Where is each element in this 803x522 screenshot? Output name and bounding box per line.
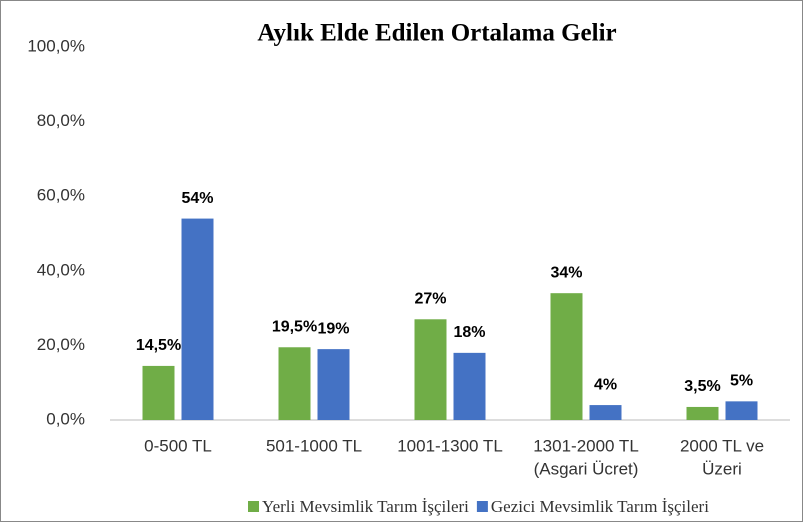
y-tick-label: 100,0%: [27, 36, 85, 55]
y-tick-label: 40,0%: [37, 260, 85, 279]
legend-swatch: [476, 501, 488, 512]
bar: [686, 406, 719, 420]
bar: [142, 365, 175, 420]
y-tick-label: 60,0%: [37, 186, 85, 205]
chart-title: Aylık Elde Edilen Ortalama Gelir: [257, 20, 616, 47]
value-label: 34%: [550, 264, 582, 281]
value-label: 54%: [181, 190, 213, 207]
y-tick-label: 80,0%: [37, 111, 85, 130]
y-tick-label: 0,0%: [46, 409, 85, 428]
value-label: 5%: [730, 373, 753, 390]
bar: [317, 349, 350, 420]
x-tick-label: 1001-1300 TL: [397, 436, 503, 455]
bar: [414, 319, 447, 420]
y-tick-label: 20,0%: [37, 335, 85, 354]
value-label: 18%: [453, 324, 485, 341]
bar: [589, 405, 622, 420]
bar: [453, 352, 486, 420]
value-label: 19%: [317, 320, 349, 337]
x-tick-label: 1301-2000 TL: [533, 436, 639, 455]
x-tick-label: 501-1000 TL: [266, 436, 362, 455]
value-label: 14,5%: [136, 337, 181, 354]
x-tick-label: Üzeri: [702, 459, 742, 478]
x-tick-label: 2000 TL ve: [680, 436, 764, 455]
x-tick-label: (Asgari Ücret): [534, 459, 639, 478]
legend-label: Gezici Mevsimlik Tarım İşçileri: [491, 497, 709, 516]
bar: [725, 401, 758, 420]
bar: [181, 218, 214, 420]
legend-swatch: [248, 501, 259, 512]
bar: [278, 347, 311, 420]
x-tick-label: 0-500 TL: [144, 436, 212, 455]
value-label: 4%: [594, 376, 617, 393]
legend-label: Yerli Mevsimlik Tarım İşçileri: [262, 497, 469, 516]
value-label: 3,5%: [684, 378, 720, 395]
bar: [550, 293, 583, 420]
value-label: 19,5%: [272, 318, 317, 335]
value-label: 27%: [414, 291, 446, 308]
